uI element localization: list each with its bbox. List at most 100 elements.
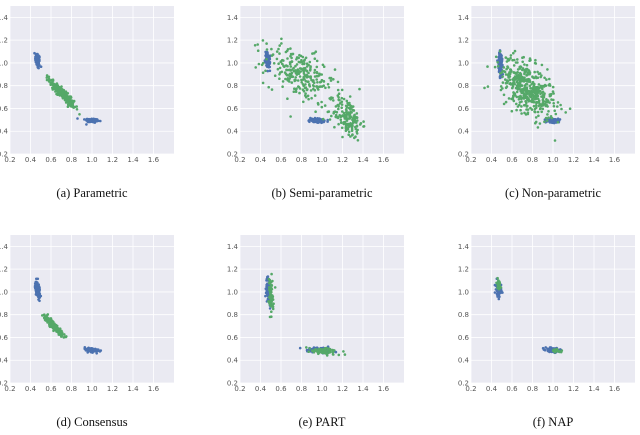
scatter-point-green xyxy=(540,110,543,114)
scatter-point-green xyxy=(533,70,536,74)
scatter-point-green xyxy=(292,66,295,70)
scatter-point-blue xyxy=(268,65,272,69)
scatter-point-green xyxy=(257,62,261,66)
scatter-point-green xyxy=(339,121,343,124)
x-tick-label: 1.4 xyxy=(127,156,139,164)
scatter-point-green xyxy=(281,80,285,83)
scatter-point-green xyxy=(339,118,343,121)
scatter-point-green xyxy=(536,110,540,114)
scatter-point-blue xyxy=(548,350,551,354)
scatter-point-green xyxy=(284,72,288,76)
scatter-point-green xyxy=(268,282,272,286)
scatter-point-blue xyxy=(315,119,318,122)
scatter-point-green xyxy=(289,54,292,58)
scatter-point-green xyxy=(534,116,538,119)
scatter-point-blue xyxy=(266,69,270,73)
panel-1: 0.2 0.4 0.6 0.8 1.0 1.2 1.4 1.6 0.2 0.4 0.6 0.8 1.0 1… xyxy=(227,6,404,200)
scatter-point-green xyxy=(279,60,283,64)
scatter-point-blue xyxy=(497,58,501,62)
scatter-point-green xyxy=(508,58,511,61)
scatter-point-green xyxy=(345,99,349,103)
scatter-point-green xyxy=(520,84,524,87)
scatter-point-green xyxy=(521,68,524,72)
scatter-point-green xyxy=(540,95,543,98)
scatter-point-green xyxy=(304,94,307,97)
scatter-point-blue xyxy=(97,348,100,352)
scatter-point-green xyxy=(322,65,326,68)
scatter-point-green xyxy=(496,276,499,280)
scatter-point-green xyxy=(504,100,508,104)
scatter-point-blue xyxy=(496,293,499,297)
scatter-point-green xyxy=(332,78,335,81)
x-tick-label: 0.6 xyxy=(45,385,57,393)
scatter-point-green xyxy=(531,99,535,103)
panel-caption: (b) Semi-parametric xyxy=(272,186,373,200)
scatter-point-green xyxy=(499,72,502,75)
scatter-point-green xyxy=(337,92,341,95)
scatter-point-blue xyxy=(497,297,501,301)
panel-caption: (d) Consensus xyxy=(56,415,127,429)
scatter-point-green xyxy=(284,77,287,81)
scatter-point-blue xyxy=(541,346,545,350)
scatter-point-green xyxy=(309,89,313,92)
scatter-point-green xyxy=(529,92,533,96)
scatter-point-green xyxy=(534,121,537,125)
scatter-point-green xyxy=(512,91,515,94)
scatter-point-green xyxy=(521,60,524,64)
scatter-point-green xyxy=(328,76,332,80)
scatter-point-green xyxy=(270,88,274,91)
scatter-point-green xyxy=(348,112,352,116)
scatter-point-green xyxy=(304,56,308,60)
scatter-point-green xyxy=(270,280,273,284)
scatter-point-green xyxy=(312,85,316,88)
scatter-point-green xyxy=(63,333,66,336)
scatter-point-green xyxy=(296,79,300,82)
scatter-point-green xyxy=(542,104,545,107)
scatter-point-green xyxy=(58,327,62,331)
scatter-point-green xyxy=(544,116,548,120)
scatter-point-green xyxy=(313,71,316,74)
scatter-point-green xyxy=(536,126,540,129)
scatter-point-green xyxy=(520,112,523,115)
scatter-point-green xyxy=(534,62,538,65)
scatter-point-green xyxy=(45,76,49,79)
scatter-point-green xyxy=(516,58,519,61)
scatter-point-green xyxy=(525,83,529,86)
scatter-point-green xyxy=(548,84,552,87)
y-tick-label: 1.0 xyxy=(227,59,238,67)
y-tick-label: 0.2 xyxy=(458,380,469,388)
scatter-point-green xyxy=(301,62,304,66)
y-tick-label: 0.4 xyxy=(227,357,239,365)
scatter-point-green xyxy=(499,88,503,92)
scatter-point-blue xyxy=(313,118,316,122)
scatter-point-green xyxy=(526,80,530,83)
scatter-point-green xyxy=(286,97,289,100)
scatter-point-green xyxy=(537,83,541,86)
scatter-point-green xyxy=(62,89,65,92)
scatter-point-green xyxy=(307,350,311,354)
scatter-point-green xyxy=(316,85,319,88)
scatter-point-green xyxy=(517,95,521,99)
scatter-point-green xyxy=(286,64,289,68)
scatter-point-blue xyxy=(89,350,93,354)
scatter-point-green xyxy=(539,75,542,79)
scatter-point-blue xyxy=(298,346,302,350)
scatter-point-green xyxy=(293,69,297,72)
scatter-point-green xyxy=(278,52,281,55)
y-tick-label: 1.0 xyxy=(458,59,469,67)
scatter-point-green xyxy=(46,318,50,322)
scatter-point-green xyxy=(275,57,279,61)
x-tick-label: 0.2 xyxy=(4,156,15,164)
scatter-point-green xyxy=(345,119,349,122)
scatter-point-blue xyxy=(34,281,37,285)
scatter-point-blue xyxy=(95,119,99,122)
scatter-point-blue xyxy=(76,117,79,120)
scatter-point-green xyxy=(280,37,283,41)
scatter-point-green xyxy=(344,116,347,119)
scatter-point-green xyxy=(343,353,347,356)
scatter-point-blue xyxy=(36,290,40,294)
scatter-point-green xyxy=(533,110,536,113)
scatter-point-green xyxy=(501,69,505,73)
y-tick-label: 1.2 xyxy=(458,37,469,45)
scatter-point-green xyxy=(513,76,517,80)
